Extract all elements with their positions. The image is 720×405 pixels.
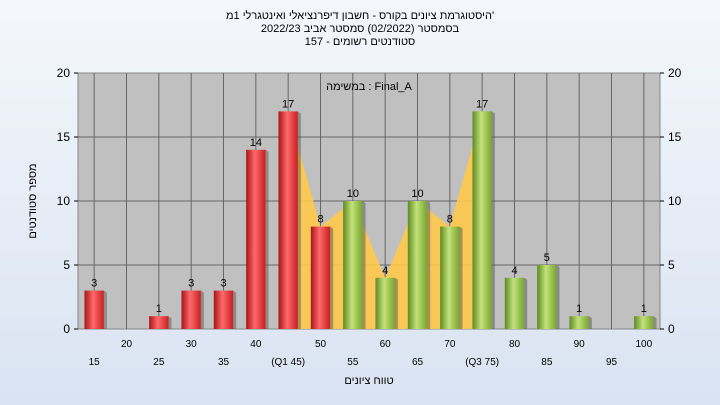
- bar-shadow: [524, 277, 528, 329]
- shaded-band: [288, 111, 483, 330]
- bar-shadow: [459, 226, 463, 329]
- y-tick-label-right: 10: [668, 194, 682, 208]
- bar: [84, 290, 104, 329]
- bar-value-label: 10: [411, 188, 423, 200]
- bar: [278, 111, 298, 330]
- x-tick-label: 35: [218, 357, 230, 368]
- bar-shadow: [362, 201, 366, 329]
- bar: [375, 277, 395, 329]
- bar: [472, 111, 492, 330]
- x-axis-title: טווח ציונים: [344, 375, 393, 387]
- x-tick-label: 65: [412, 357, 424, 368]
- x-tick-label: 85: [541, 357, 553, 368]
- x-tick-label: 70: [444, 339, 456, 350]
- bar: [149, 316, 169, 329]
- bar-value-label: 4: [382, 265, 388, 277]
- bar-value-label: 4: [511, 265, 517, 277]
- bar-shadow: [491, 111, 495, 330]
- x-tick-label: 40: [250, 339, 262, 350]
- x-tick-label: 60: [380, 339, 392, 350]
- x-tick-label: 15: [89, 357, 101, 368]
- bar-shadow: [588, 316, 592, 329]
- bar-shadow: [330, 226, 334, 329]
- bar-shadow: [556, 265, 560, 329]
- bar: [634, 316, 654, 329]
- bar-shadow: [265, 149, 269, 329]
- bar-value-label: 1: [576, 303, 582, 315]
- y-axis-right: 0 5 10 15 20: [660, 66, 682, 336]
- bar-value-label: 1: [156, 303, 162, 315]
- bar: [343, 201, 363, 329]
- bar: [407, 201, 428, 329]
- bar-value-label: 3: [91, 278, 97, 290]
- y-tick-label: 15: [57, 130, 71, 144]
- bar-value-label: 14: [250, 137, 262, 149]
- y-tick-label: 10: [57, 194, 71, 208]
- bar: [181, 290, 201, 329]
- bar-shadow: [168, 316, 172, 329]
- y-tick-label: 20: [57, 66, 71, 80]
- x-tick-label: 30: [186, 339, 198, 350]
- x-tick-label: 90: [574, 339, 586, 350]
- bar-value-label: 3: [188, 278, 194, 290]
- bar-shadow: [297, 111, 301, 330]
- y-axis-title: מספר סטודנטים: [27, 163, 39, 238]
- bar-shadow: [394, 277, 398, 329]
- bar-value-label: 17: [282, 98, 294, 110]
- x-axis: 15 20 25 30 35 40 (Q1 45) 50 55 60 65 70 (Q3 75) 80 85…: [89, 339, 653, 368]
- y-tick-label-right: 5: [668, 258, 675, 272]
- bar-value-label: 10: [347, 188, 359, 200]
- bar-value-label: 8: [317, 214, 323, 226]
- bar: [213, 290, 234, 329]
- bar-value-label: 8: [447, 214, 453, 226]
- chart-title: היסטוגרמת ציונים בקורס - חשבון דיפרנציאל…: [0, 10, 720, 49]
- bar-labels: 3 1 3 3 14 17 8 10 4 10 8 17 4 5 1 1: [91, 98, 647, 315]
- title-line-1: היסטוגרמת ציונים בקורס - חשבון דיפרנציאל…: [225, 10, 495, 22]
- x-tick-label: 50: [315, 339, 327, 350]
- bar-shadow: [427, 201, 431, 329]
- shaded-band-area: [288, 111, 483, 330]
- annotation: במשימה : Final_A: [326, 81, 412, 93]
- bar-value-label: 3: [220, 278, 226, 290]
- title-line-3: סטודנטים רשומים - 157: [304, 36, 416, 48]
- bar: [569, 316, 589, 329]
- bar-value-label: 17: [476, 98, 488, 110]
- bar-shadow: [103, 290, 107, 329]
- x-tick-label: (Q3 75): [465, 357, 499, 368]
- x-tick-label: 20: [121, 339, 133, 350]
- x-tick-label: 95: [606, 357, 618, 368]
- bar-shadow: [653, 316, 657, 329]
- bar: [246, 149, 266, 329]
- y-tick-label: 0: [63, 322, 70, 336]
- y-tick-label-right: 0: [668, 322, 675, 336]
- bar-shadow: [200, 290, 204, 329]
- bars: [84, 111, 657, 330]
- x-tick-label: (Q1 45): [271, 357, 305, 368]
- x-tick-label: 100: [635, 339, 652, 350]
- bar: [440, 226, 460, 329]
- bar: [310, 226, 331, 329]
- y-tick-label: 5: [63, 258, 70, 272]
- x-tick-label: 80: [509, 339, 521, 350]
- x-tick-label: 25: [153, 357, 165, 368]
- bar-shadow: [233, 290, 237, 329]
- bar: [537, 265, 557, 329]
- y-axis-left: 0 5 10 15 20: [57, 66, 78, 336]
- bar: [504, 277, 525, 329]
- x-tick-label: 55: [347, 357, 359, 368]
- bar-value-label: 5: [544, 252, 550, 264]
- y-tick-label-right: 15: [668, 130, 682, 144]
- title-line-2: בסמסטר (02/2022) סמסטר אביב 2022/23: [260, 23, 460, 35]
- bar-value-label: 1: [641, 303, 647, 315]
- y-tick-label-right: 20: [668, 66, 682, 80]
